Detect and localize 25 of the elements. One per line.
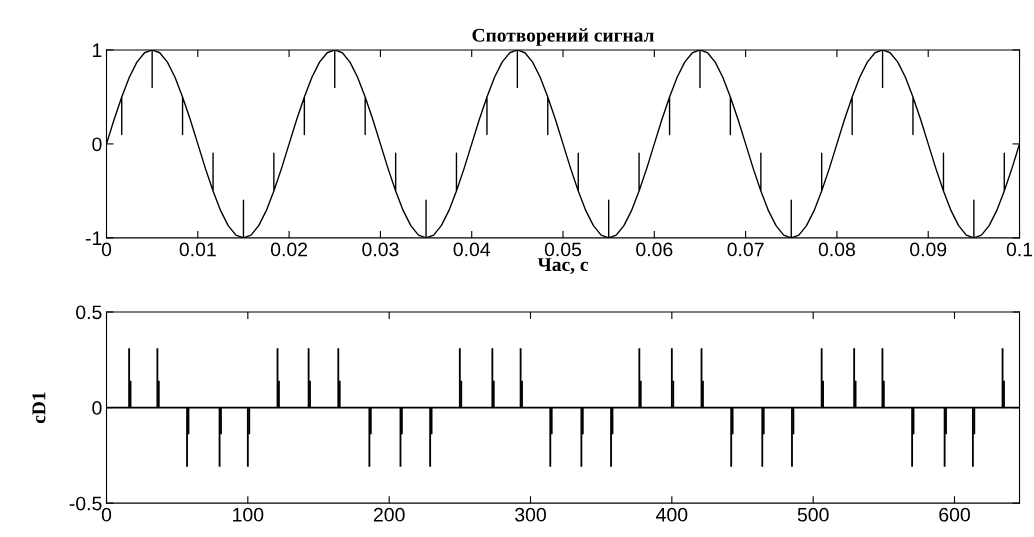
x-tick-label: 400 xyxy=(656,507,688,522)
x-tick-label: 0.06 xyxy=(636,242,673,257)
x-tick-label: 0.04 xyxy=(453,242,491,257)
x-tick-label: 0.05 xyxy=(544,242,582,257)
x-tick-label: 0.1 xyxy=(1006,242,1033,257)
x-tick-label: 0.08 xyxy=(818,242,855,257)
x-tick-label: 0.09 xyxy=(910,242,947,257)
x-tick-label: 0.01 xyxy=(179,242,216,257)
x-tick-label: 200 xyxy=(373,507,405,522)
y-tick-label: -0.5 xyxy=(69,496,102,511)
x-tick-label: 100 xyxy=(233,507,264,522)
y-tick-label: 0 xyxy=(92,137,102,152)
y-tick-label: 1 xyxy=(93,43,102,57)
y-tick-label: 0.5 xyxy=(76,305,102,320)
x-axis-title: Час, с xyxy=(537,258,589,274)
x-tick-label: 600 xyxy=(939,507,970,522)
y-tick-label: 0 xyxy=(92,401,102,415)
x-tick-label: 0.07 xyxy=(727,242,764,257)
x-tick-label: 0.03 xyxy=(362,242,399,257)
chart-title: Спотворений сигнал xyxy=(472,28,654,46)
y-axis-title: cD1 xyxy=(32,392,46,424)
x-tick-label: 500 xyxy=(797,507,829,522)
x-tick-label: 0.02 xyxy=(270,242,308,257)
y-tick-label: -1 xyxy=(85,231,102,245)
x-tick-label: 300 xyxy=(515,507,546,522)
